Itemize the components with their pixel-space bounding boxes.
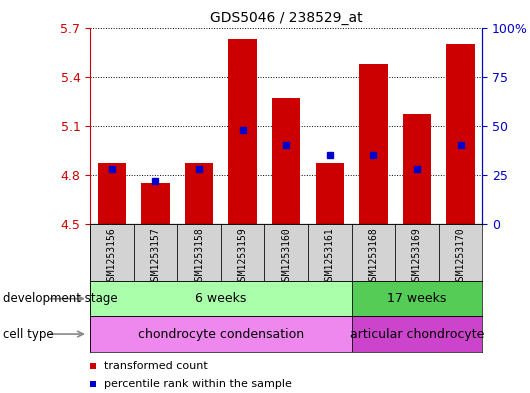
- Bar: [272, 98, 301, 224]
- Text: GSM1253157: GSM1253157: [151, 227, 161, 286]
- Bar: [351, 316, 482, 352]
- Bar: [228, 39, 257, 224]
- Bar: [142, 183, 170, 224]
- Text: GSM1253169: GSM1253169: [412, 227, 422, 286]
- Bar: [221, 224, 264, 281]
- Text: GSM1253160: GSM1253160: [281, 227, 291, 286]
- Text: GSM1253159: GSM1253159: [237, 227, 248, 286]
- Bar: [403, 114, 431, 224]
- Bar: [185, 163, 213, 224]
- Text: GSM1253158: GSM1253158: [194, 227, 204, 286]
- Text: GSM1253156: GSM1253156: [107, 227, 117, 286]
- Bar: [395, 224, 439, 281]
- Bar: [351, 281, 482, 316]
- Bar: [90, 281, 351, 316]
- Text: chondrocyte condensation: chondrocyte condensation: [138, 327, 304, 341]
- Bar: [264, 224, 308, 281]
- Text: percentile rank within the sample: percentile rank within the sample: [104, 379, 292, 389]
- Text: GSM1253168: GSM1253168: [368, 227, 378, 286]
- Text: 6 weeks: 6 weeks: [195, 292, 246, 305]
- Bar: [351, 224, 395, 281]
- Text: GSM1253170: GSM1253170: [455, 227, 465, 286]
- Text: GSM1253161: GSM1253161: [325, 227, 335, 286]
- Bar: [446, 44, 475, 224]
- Text: 17 weeks: 17 weeks: [387, 292, 447, 305]
- Text: articular chondrocyte: articular chondrocyte: [350, 327, 484, 341]
- Bar: [177, 224, 221, 281]
- Bar: [359, 64, 387, 224]
- Text: cell type: cell type: [3, 327, 54, 341]
- Bar: [439, 224, 482, 281]
- Text: development stage: development stage: [3, 292, 117, 305]
- Bar: [316, 163, 344, 224]
- Bar: [308, 224, 351, 281]
- Title: GDS5046 / 238529_at: GDS5046 / 238529_at: [210, 11, 363, 25]
- Text: transformed count: transformed count: [104, 361, 208, 371]
- Bar: [90, 316, 351, 352]
- Bar: [134, 224, 177, 281]
- Bar: [90, 224, 134, 281]
- Bar: [98, 163, 126, 224]
